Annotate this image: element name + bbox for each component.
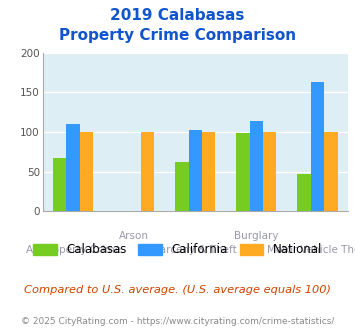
Text: Property Crime Comparison: Property Crime Comparison	[59, 28, 296, 43]
Bar	[202, 132, 215, 211]
Text: Burglary: Burglary	[234, 231, 279, 241]
Bar	[175, 162, 189, 211]
Text: Compared to U.S. average. (U.S. average equals 100): Compared to U.S. average. (U.S. average …	[24, 285, 331, 295]
Text: Larceny & Theft: Larceny & Theft	[154, 245, 237, 254]
Bar	[297, 174, 311, 211]
Bar	[236, 133, 250, 211]
Text: Arson: Arson	[119, 231, 149, 241]
Text: 2019 Calabasas: 2019 Calabasas	[110, 8, 245, 23]
Bar	[324, 132, 338, 211]
Bar	[189, 130, 202, 211]
Bar	[263, 132, 277, 211]
Bar	[141, 132, 154, 211]
Text: All Property Crime: All Property Crime	[26, 245, 121, 254]
Legend: Calabasas, California, National: Calabasas, California, National	[28, 239, 327, 261]
Text: Motor Vehicle Theft: Motor Vehicle Theft	[267, 245, 355, 254]
Bar	[66, 124, 80, 211]
Bar	[80, 132, 93, 211]
Bar	[53, 158, 66, 211]
Bar	[250, 121, 263, 211]
Text: © 2025 CityRating.com - https://www.cityrating.com/crime-statistics/: © 2025 CityRating.com - https://www.city…	[21, 317, 334, 326]
Bar	[311, 82, 324, 211]
